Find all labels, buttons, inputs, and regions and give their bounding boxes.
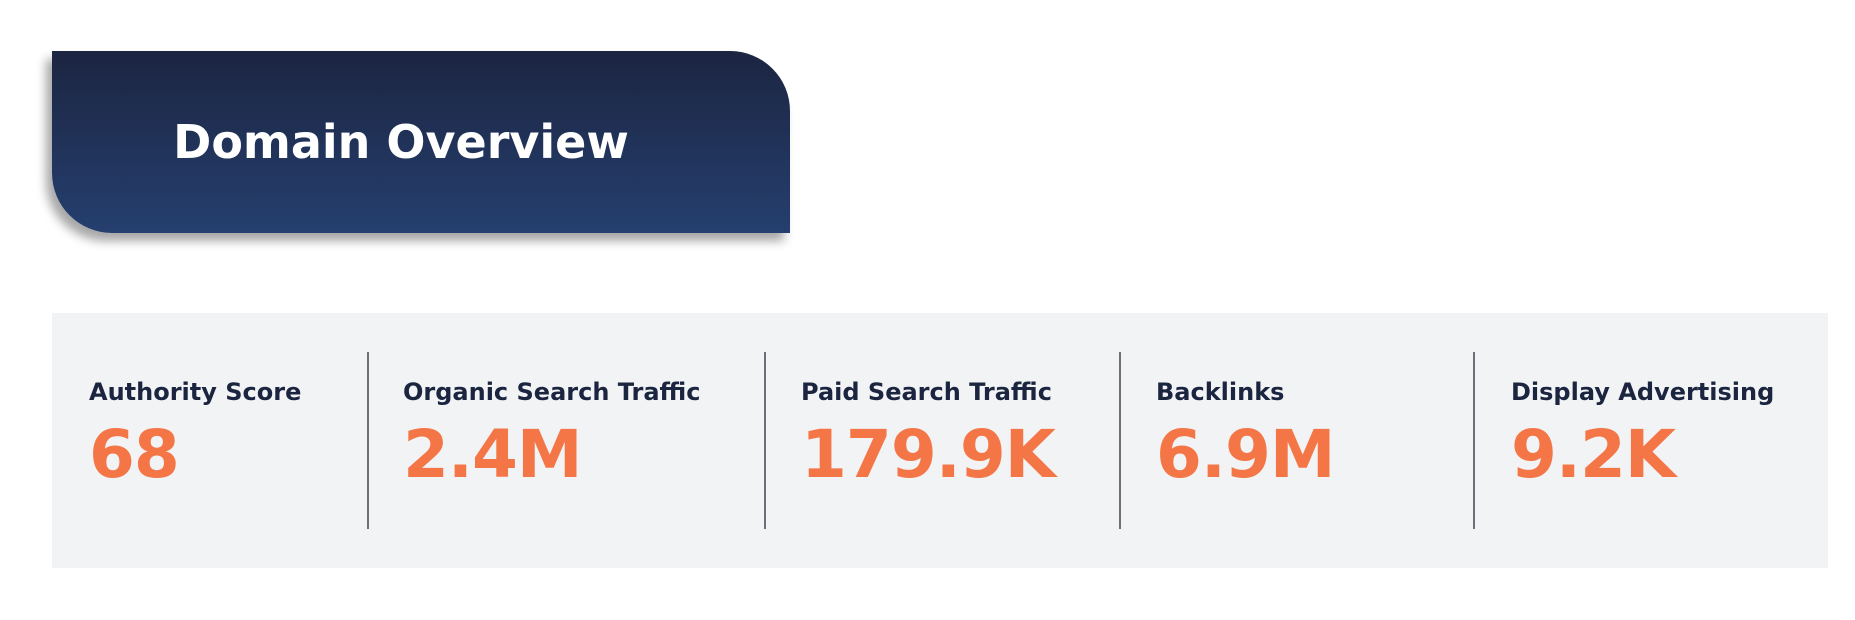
metric-value: 9.2K [1511,416,1676,493]
metric: Backlinks 6.9M [1156,378,1336,493]
metric-label: Paid Search Traffic [801,378,1052,406]
metric-value: 68 [89,416,180,493]
header-title: Domain Overview [173,115,629,169]
metrics-panel: Authority Score 68 Organic Search Traffic 2… [52,313,1828,568]
metric: Paid Search Traffic 179.9K [801,378,1056,493]
metric-value: 6.9M [1156,416,1336,493]
divider [1119,352,1121,529]
metric-label: Organic Search Traffic [403,378,701,406]
header-tab: Domain Overview [52,51,790,233]
metric: Display Advertising 9.2K [1511,378,1774,493]
divider [1473,352,1475,529]
divider [367,352,369,529]
metric-label: Authority Score [89,378,302,406]
metric-value: 2.4M [403,416,583,493]
metric-label: Display Advertising [1511,378,1775,406]
metric-label: Backlinks [1156,378,1285,406]
divider [764,352,766,529]
metric-value: 179.9K [801,416,1056,493]
metric: Authority Score 68 [89,378,301,493]
metric: Organic Search Traffic 2.4M [403,378,701,493]
